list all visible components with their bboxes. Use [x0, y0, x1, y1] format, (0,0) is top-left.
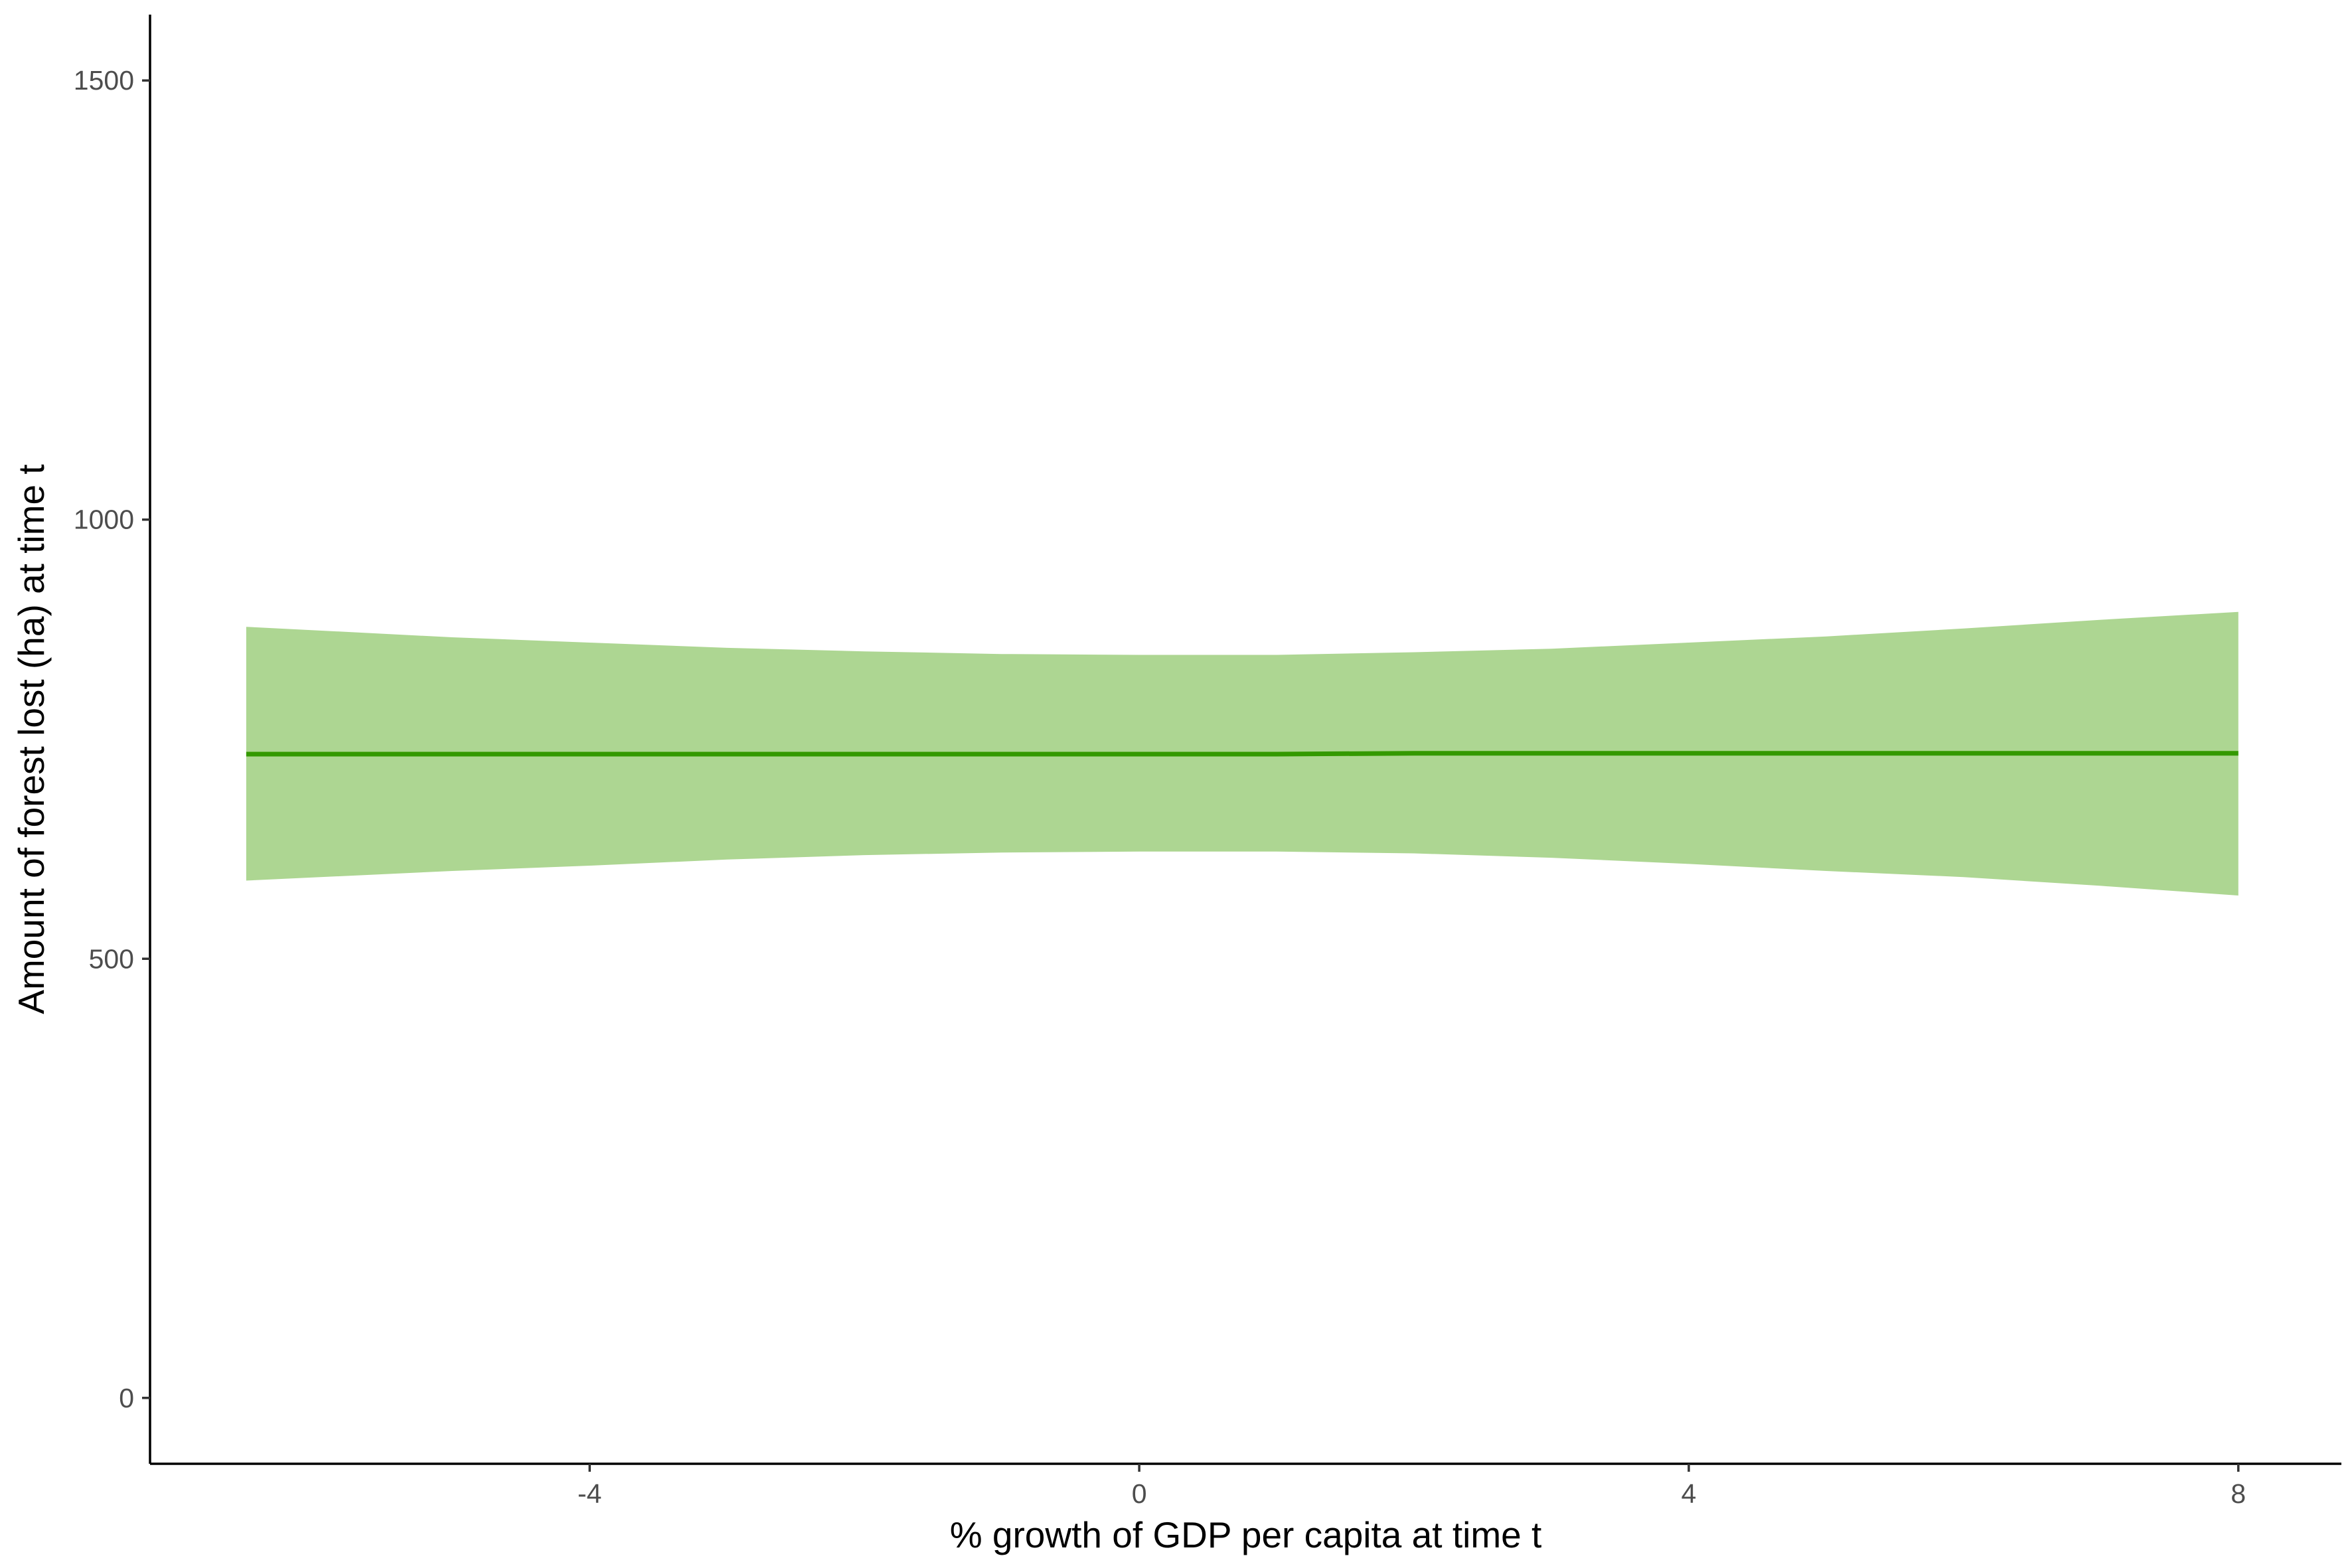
y-tick-label: 1500: [74, 65, 134, 96]
x-tick-label: 8: [2231, 1478, 2246, 1509]
y-tick-label: 1000: [74, 505, 134, 535]
x-tick-label: 4: [1682, 1478, 1697, 1509]
x-tick-label: -4: [578, 1478, 601, 1509]
y-tick-label: 0: [119, 1383, 134, 1413]
plot-area: [246, 611, 2238, 896]
y-axis-title: Amount of forest lost (ha) at time t: [11, 464, 52, 1014]
x-tick-label: 0: [1132, 1478, 1147, 1509]
y-tick-label: 500: [89, 943, 134, 974]
y-axis-ticks: 0 500 1000 1500: [74, 65, 150, 1413]
x-axis-ticks: -4 0 4 8: [578, 1464, 2246, 1509]
fitted-line: [246, 751, 2238, 757]
x-axis-title: % growth of GDP per capita at time t: [950, 1514, 1542, 1555]
